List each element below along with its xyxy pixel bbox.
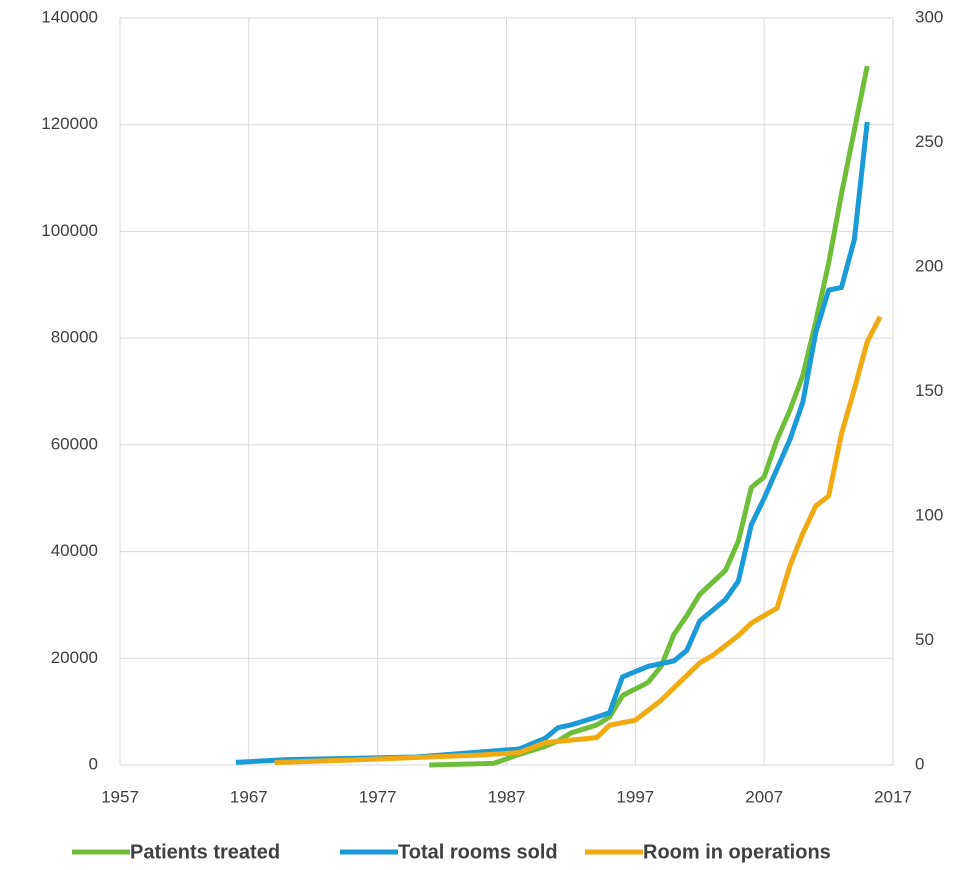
series-line — [235, 121, 870, 765]
y2-tick-label: 0 — [915, 754, 924, 773]
y-tick-label: 140000 — [41, 7, 98, 26]
y2-tick-label: 50 — [915, 630, 934, 649]
y2-tick-label: 100 — [915, 505, 943, 524]
y2-tick-label: 300 — [915, 7, 943, 26]
legend-label: Total rooms sold — [398, 841, 558, 863]
legend-label: Room in operations — [643, 841, 831, 863]
y2-tick-label: 200 — [915, 256, 943, 275]
y2-tick-label: 150 — [915, 381, 943, 400]
y2-tick-label: 250 — [915, 132, 943, 151]
y-tick-label: 80000 — [51, 328, 98, 347]
y-tick-label: 20000 — [51, 648, 98, 667]
x-tick-label: 1967 — [230, 787, 268, 806]
x-tick-label: 1957 — [101, 787, 139, 806]
x-tick-label: 2017 — [874, 787, 912, 806]
x-tick-label: 1987 — [488, 787, 526, 806]
y-tick-label: 0 — [89, 754, 98, 773]
y-tick-label: 120000 — [41, 114, 98, 133]
x-tick-label: 1997 — [616, 787, 654, 806]
series-line — [274, 315, 883, 766]
y-tick-label: 60000 — [51, 434, 98, 453]
x-tick-label: 2007 — [745, 787, 783, 806]
y-tick-label: 40000 — [51, 541, 98, 560]
legend-label: Patients treated — [130, 841, 280, 863]
y-tick-label: 100000 — [41, 221, 98, 240]
x-tick-label: 1977 — [359, 787, 397, 806]
series-line — [429, 65, 870, 768]
